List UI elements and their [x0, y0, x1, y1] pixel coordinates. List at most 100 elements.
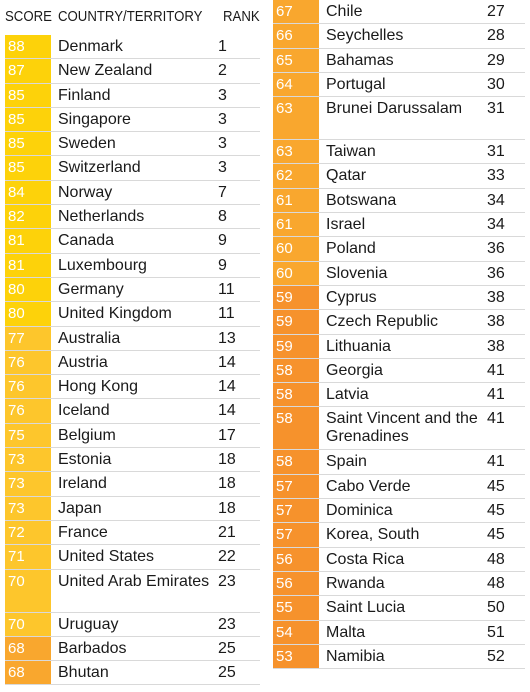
score-cell: 76 [5, 350, 51, 375]
table-row: 76 Iceland 14 [5, 399, 260, 424]
score-cell: 54 [273, 620, 319, 644]
score-cell: 62 [273, 164, 319, 188]
table-row: 84 Norway 7 [5, 180, 260, 206]
score-cell: 85 [5, 156, 51, 180]
score-cell: 56 [273, 571, 319, 596]
table-row: 85 Switzerland 3 [5, 156, 260, 181]
country-cell: Hong Kong [58, 378, 139, 396]
table-row: 75 Belgium 17 [5, 423, 260, 449]
table-row: 80 Germany 11 [5, 277, 260, 303]
rank-cell: 38 [487, 337, 505, 355]
rank-cell: 3 [218, 110, 227, 128]
rank-cell: 18 [218, 499, 236, 517]
country-cell: United Kingdom [58, 305, 172, 323]
rank-cell: 41 [487, 410, 505, 428]
rank-cell: 33 [487, 167, 505, 185]
country-cell: Poland [326, 240, 376, 258]
score-cell: 77 [5, 326, 51, 350]
table-row: 62 Qatar 33 [273, 164, 525, 189]
rank-cell: 45 [487, 526, 505, 544]
rank-cell: 3 [218, 159, 227, 177]
score-cell: 73 [5, 472, 51, 496]
table-row: 81 Luxembourg 9 [5, 253, 260, 278]
rank-cell: 17 [218, 426, 236, 444]
score-cell: 75 [5, 423, 51, 448]
country-cell: Belgium [58, 426, 116, 444]
rank-cell: 36 [487, 264, 505, 282]
score-cell: 61 [273, 188, 319, 213]
country-cell: Canada [58, 232, 115, 250]
country-cell: Bahamas [326, 51, 394, 69]
rank-cell: 29 [487, 51, 505, 69]
score-cell: 70 [5, 612, 51, 636]
country-cell: Ireland [58, 475, 107, 493]
rank-cell: 45 [487, 502, 505, 520]
rank-cell: 11 [218, 305, 235, 323]
country-cell: Cabo Verde [326, 477, 411, 495]
score-cell: 85 [5, 83, 51, 107]
country-cell: Qatar [326, 167, 367, 185]
rank-cell: 45 [487, 477, 505, 495]
country-cell: Bhutan [58, 664, 109, 682]
country-cell: Dominica [326, 502, 393, 520]
score-cell: 57 [273, 523, 319, 547]
rank-cell: 50 [487, 599, 505, 617]
country-cell: Denmark [58, 38, 123, 55]
rank-cell: 9 [218, 256, 227, 274]
rank-cell: 38 [487, 288, 505, 306]
rank-cell: 28 [487, 27, 505, 45]
country-cell: Japan [58, 499, 102, 517]
score-cell: 65 [273, 48, 319, 72]
score-cell: 72 [5, 520, 51, 545]
rank-cell: 3 [218, 135, 227, 153]
table-row: 85 Singapore 3 [5, 107, 260, 133]
table-row: 55 Saint Lucia 50 [273, 596, 525, 621]
score-cell: 73 [5, 496, 51, 520]
score-cell: 76 [5, 399, 51, 423]
rank-cell: 27 [487, 3, 505, 20]
rank-cell: 52 [487, 647, 505, 665]
table-row: 87 New Zealand 2 [5, 59, 260, 84]
table-row: 61 Botswana 34 [273, 188, 525, 214]
rank-cell: 48 [487, 574, 505, 592]
country-cell: Australia [58, 329, 121, 347]
table-body-right: 67 Chile 27 66 Seychelles 28 65 Bahamas 29 64 Port… [273, 0, 525, 670]
right-column: 67 Chile 27 66 Seychelles 28 65 Bahamas 29 64 Port… [273, 0, 525, 670]
score-cell: 82 [5, 205, 51, 229]
table-row: 60 Slovenia 36 [273, 261, 525, 286]
rank-cell: 36 [487, 240, 505, 258]
country-cell: Saint Vincent and the Grenadines [326, 410, 478, 446]
score-cell: 68 [5, 661, 51, 685]
table-row: 59 Cyprus 38 [273, 285, 525, 311]
country-cell: Estonia [58, 451, 112, 469]
score-cell: 59 [273, 310, 319, 334]
table-row: 88 Denmark 1 [5, 35, 260, 60]
score-cell: 81 [5, 229, 51, 253]
country-cell: Uruguay [58, 615, 119, 633]
table-row: 58 Spain 41 [273, 450, 525, 475]
table-row: 57 Korea, South 45 [273, 523, 525, 548]
score-cell: 58 [273, 383, 319, 407]
rank-cell: 34 [487, 191, 505, 209]
country-cell: Norway [58, 183, 113, 201]
rank-cell: 13 [218, 329, 236, 347]
score-cell: 56 [273, 547, 319, 571]
country-cell: Austria [58, 353, 108, 371]
rank-cell: 21 [218, 523, 236, 541]
country-cell: Singapore [58, 110, 131, 128]
rank-cell: 7 [218, 183, 227, 201]
country-cell: Sweden [58, 135, 116, 153]
country-cell: United Arab Emirates [58, 572, 210, 590]
table-row: 53 Namibia 52 [273, 644, 525, 670]
score-cell: 60 [273, 237, 319, 261]
country-cell: Brunei Darussalam [326, 100, 463, 118]
country-cell: Czech Republic [326, 313, 439, 331]
table-row: 85 Sweden 3 [5, 132, 260, 157]
score-cell: 61 [273, 213, 319, 237]
rank-cell: 41 [487, 361, 505, 379]
score-cell: 64 [273, 72, 319, 97]
table-row: 68 Bhutan 25 [5, 661, 260, 686]
rank-cell: 30 [487, 75, 505, 93]
table-row: 70 United Arab Emirates 23 [5, 569, 260, 613]
table-row: 56 Rwanda 48 [273, 571, 525, 597]
